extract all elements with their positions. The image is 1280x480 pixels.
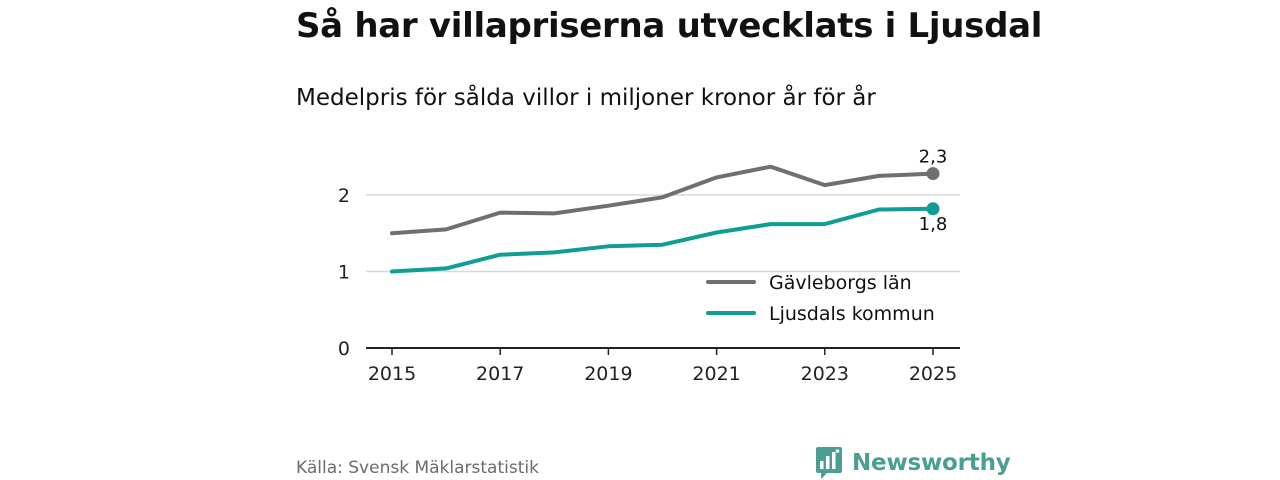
chart-title: Så har villapriserna utvecklats i Ljusda… <box>296 6 1043 46</box>
source-note: Källa: Svensk Mäklarstatistik <box>296 458 539 478</box>
legend-label-gavleborg: Gävleborgs län <box>769 272 912 294</box>
end-label-ljusdal: 1,8 <box>919 214 948 235</box>
chart-subtitle: Medelpris för sålda villor i miljoner kr… <box>296 85 876 111</box>
x-tick-label: 2021 <box>692 363 740 385</box>
data-labels: 2,3 1,8 <box>919 147 948 235</box>
y-tick-label: 2 <box>338 185 350 207</box>
grid-lines <box>366 194 960 273</box>
data-series <box>390 164 940 274</box>
x-tick-label: 2015 <box>368 363 416 385</box>
y-tick-label: 0 <box>338 338 350 360</box>
legend: Gävleborgs län Ljusdals kommun <box>706 272 935 325</box>
series-line-ljusdal <box>390 206 935 274</box>
y-tick-label: 1 <box>338 262 350 284</box>
end-point-ljusdal <box>926 202 940 216</box>
series-line-gavleborg <box>390 164 935 236</box>
brand-name: Newsworthy <box>852 450 1011 476</box>
x-tick-label: 2017 <box>476 363 524 385</box>
legend-label-ljusdal: Ljusdals kommun <box>769 303 935 325</box>
axes: 0 1 2 2015 2017 2019 2021 2023 2025 <box>338 185 960 385</box>
brand-logo: Newsworthy <box>815 446 1011 480</box>
end-label-gavleborg: 2,3 <box>919 147 948 168</box>
bar-chart-icon <box>816 447 842 479</box>
end-point-gavleborg <box>926 167 940 181</box>
x-tick-label: 2023 <box>801 363 849 385</box>
x-tick-label: 2019 <box>584 363 632 385</box>
x-tick-label: 2025 <box>909 363 957 385</box>
